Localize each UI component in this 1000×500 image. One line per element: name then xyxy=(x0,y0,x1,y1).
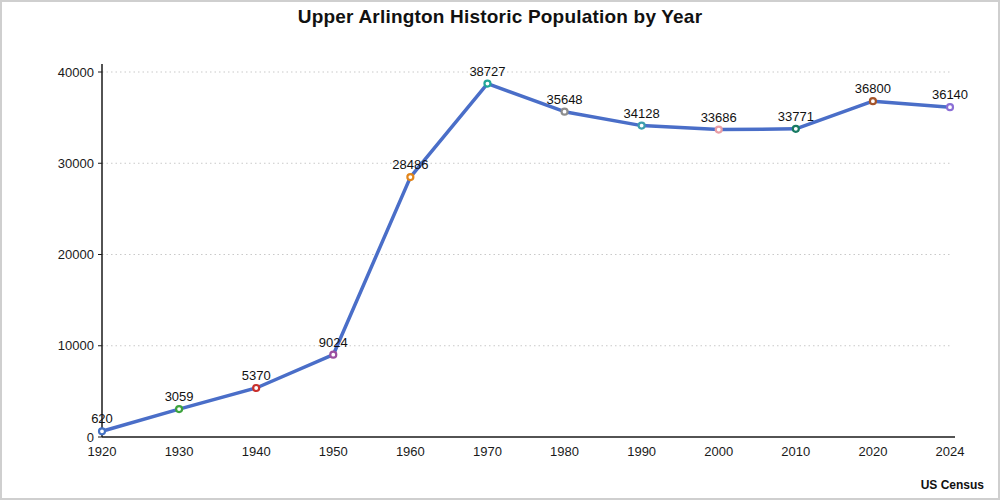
data-point-label: 5370 xyxy=(242,368,271,383)
data-point-marker[interactable] xyxy=(99,428,105,434)
y-axis-tick-label: 30000 xyxy=(58,156,94,171)
data-point-marker[interactable] xyxy=(793,126,799,132)
data-point-marker[interactable] xyxy=(716,127,722,133)
x-axis-tick-label: 1980 xyxy=(550,444,579,459)
data-point-marker[interactable] xyxy=(484,81,490,87)
data-point-label: 36140 xyxy=(932,87,968,102)
y-axis-tick-label: 40000 xyxy=(58,65,94,80)
x-axis-tick-label: 2024 xyxy=(936,444,965,459)
data-point-label: 34128 xyxy=(624,106,660,121)
data-point-marker[interactable] xyxy=(176,406,182,412)
data-point-marker[interactable] xyxy=(947,104,953,110)
data-point-marker[interactable] xyxy=(407,174,413,180)
data-point-marker[interactable] xyxy=(330,352,336,358)
y-axis-tick-label: 20000 xyxy=(58,247,94,262)
population-series-line xyxy=(102,84,950,432)
x-axis-tick-label: 1970 xyxy=(473,444,502,459)
data-point-label: 33686 xyxy=(701,110,737,125)
y-axis-tick-label: 0 xyxy=(87,430,94,445)
data-point-label: 28486 xyxy=(392,157,428,172)
data-point-marker[interactable] xyxy=(253,385,259,391)
data-point-label: 36800 xyxy=(855,81,891,96)
x-axis-tick-label: 1930 xyxy=(165,444,194,459)
data-point-label: 35648 xyxy=(546,92,582,107)
data-point-marker[interactable] xyxy=(870,98,876,104)
data-point-label: 38727 xyxy=(469,64,505,79)
x-axis-tick-label: 2010 xyxy=(781,444,810,459)
data-point-label: 3059 xyxy=(165,389,194,404)
x-axis-tick-label: 2000 xyxy=(704,444,733,459)
data-point-marker[interactable] xyxy=(562,109,568,115)
x-axis-tick-label: 1950 xyxy=(319,444,348,459)
data-point-label: 33771 xyxy=(778,109,814,124)
x-axis-tick-label: 1920 xyxy=(88,444,117,459)
data-point-label: 9024 xyxy=(319,335,348,350)
x-axis-tick-label: 1990 xyxy=(627,444,656,459)
population-line-chart: 0 10000 20000 30000 40000 1920 1930 1940 1950 196… xyxy=(2,2,1000,500)
x-axis-tick-label: 2020 xyxy=(858,444,887,459)
source-label: US Census xyxy=(921,478,984,492)
data-point-marker[interactable] xyxy=(639,123,645,129)
data-point-label: 620 xyxy=(91,411,113,426)
y-axis-tick-label: 10000 xyxy=(58,338,94,353)
chart-canvas: Upper Arlington Historic Population by Y… xyxy=(0,0,1000,500)
x-axis-tick-label: 1960 xyxy=(396,444,425,459)
x-axis-tick-label: 1940 xyxy=(242,444,271,459)
